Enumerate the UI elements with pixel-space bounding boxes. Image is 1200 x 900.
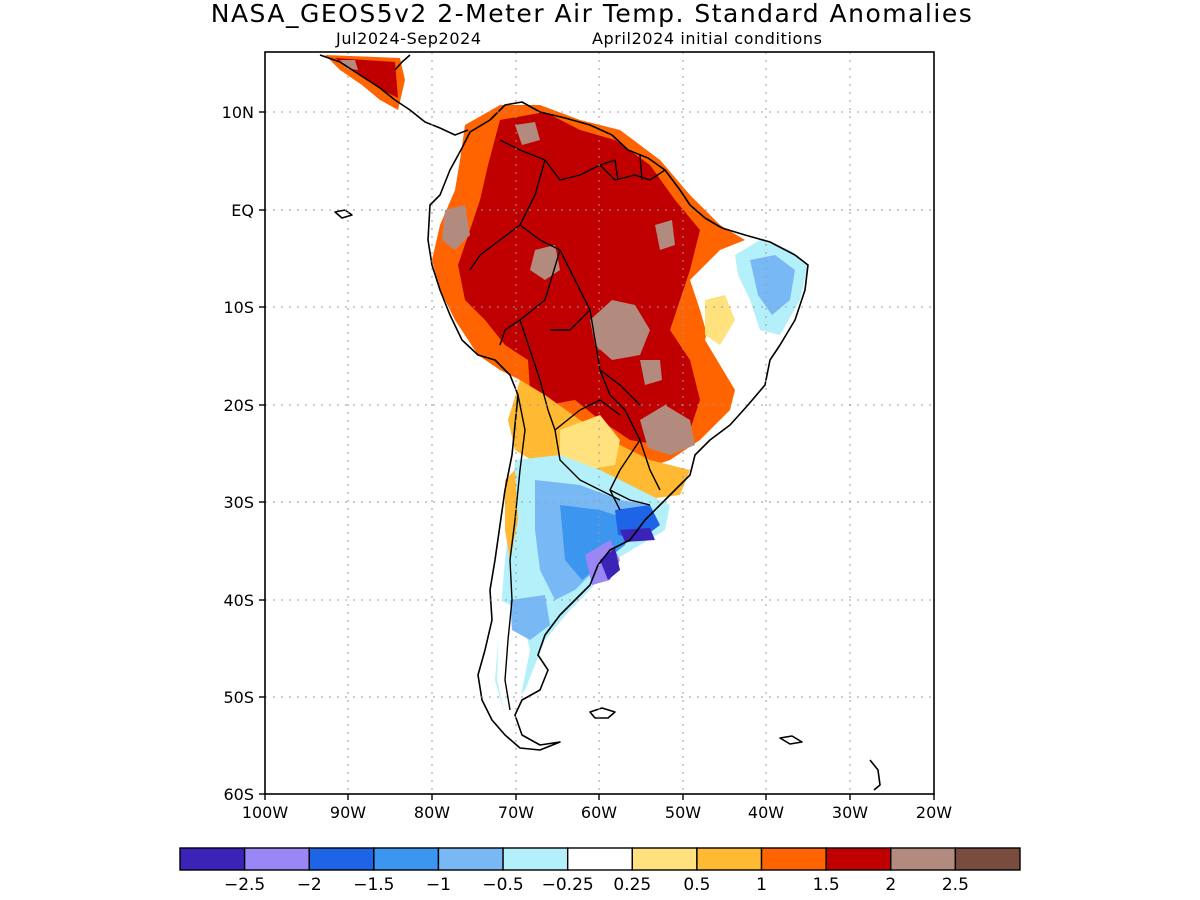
lon-label: 90W xyxy=(330,803,366,822)
lat-label: 20S xyxy=(223,396,254,415)
colorbar-swatch xyxy=(502,847,569,871)
colorbar-swatch xyxy=(760,847,827,871)
colorbar-swatch xyxy=(179,847,246,871)
field-warm-brown-1 xyxy=(590,300,650,360)
lon-label: 30W xyxy=(832,803,868,822)
anomaly-field xyxy=(325,55,808,715)
colorbar-label: −1.5 xyxy=(353,875,394,895)
field-andes-orange xyxy=(505,470,518,560)
lon-label: 50W xyxy=(665,803,701,822)
lon-label: 70W xyxy=(498,803,534,822)
colorbar-label: 2 xyxy=(885,875,896,895)
colorbar-swatch xyxy=(243,847,310,871)
field-warm-red xyxy=(458,112,700,445)
field-warm-brown-5 xyxy=(640,360,662,385)
galapagos xyxy=(334,209,353,219)
colorbar-label: 0.5 xyxy=(683,875,710,895)
colorbar-label: −0.5 xyxy=(482,875,523,895)
colorbar-label: −2.5 xyxy=(224,875,265,895)
lat-label: 10S xyxy=(223,298,254,317)
field-south-pale-yellow xyxy=(560,415,620,470)
colorbar-swatch xyxy=(631,847,698,871)
coastline xyxy=(319,54,881,791)
lat-label: 50S xyxy=(223,688,254,707)
lon-label: 60W xyxy=(581,803,617,822)
field-ne-brazil-mid-blue xyxy=(750,255,795,315)
field-warm-brown-2 xyxy=(640,405,695,455)
field-uruguay-indigo xyxy=(620,528,655,542)
south-georgia xyxy=(779,735,803,745)
latitude-labels: 10N EQ 10S 20S 30S 40S 50S 60S xyxy=(222,103,254,804)
central-america-outline xyxy=(319,54,469,136)
colorbar xyxy=(179,847,1021,871)
tick-marks xyxy=(259,111,935,800)
field-ne-brazil-pale-yellow xyxy=(705,295,735,345)
lat-label: 10N xyxy=(222,103,254,122)
chart-title: NASA_GEOS5v2 2-Meter Air Temp. Standard … xyxy=(210,0,974,28)
colorbar-label: 2.5 xyxy=(942,875,969,895)
field-warm-brown-6 xyxy=(515,122,540,145)
colorbar-swatch xyxy=(696,847,763,871)
lat-label: 60S xyxy=(223,785,254,804)
country-borders xyxy=(469,139,661,711)
colorbar-label: 0.25 xyxy=(613,875,651,895)
colorbar-swatch xyxy=(825,847,892,871)
colorbar-swatch xyxy=(890,847,957,871)
colorbar-swatch xyxy=(308,847,375,871)
colorbar-swatch xyxy=(566,847,634,871)
colorbar-swatch xyxy=(437,847,504,871)
guianas-borders xyxy=(599,154,666,181)
lat-label: EQ xyxy=(231,201,254,220)
forecast-period: Jul2024-Sep2024 xyxy=(336,29,482,48)
lon-label: 20W xyxy=(916,803,952,822)
field-southern-cone-deep-blue xyxy=(560,505,630,580)
colorbar-swatch xyxy=(373,847,440,871)
lat-label: 30S xyxy=(223,493,254,512)
colorbar-swatch xyxy=(954,847,1021,871)
colorbar-label: −1 xyxy=(426,875,451,895)
lon-label: 80W xyxy=(414,803,450,822)
lat-label: 40S xyxy=(223,591,254,610)
south-america-outline xyxy=(427,101,809,751)
initial-conditions: April2024 initial conditions xyxy=(592,29,823,48)
lon-label: 100W xyxy=(242,803,289,822)
falkland-islands xyxy=(589,707,616,719)
colorbar-label: −2 xyxy=(297,875,322,895)
field-warm-brown-4 xyxy=(530,245,560,280)
colorbar-label: −0.25 xyxy=(542,875,594,895)
field-patagonia-blue-patch xyxy=(510,595,550,640)
colorbar-label: 1.5 xyxy=(813,875,840,895)
caribbean-coast xyxy=(394,54,411,71)
south-sandwich xyxy=(869,759,881,791)
colorbar-label: 1 xyxy=(756,875,767,895)
longitude-labels: 100W 90W 80W 70W 60W 50W 40W 30W 20W xyxy=(242,803,952,822)
field-central-america-top xyxy=(340,60,358,70)
field-warm-brown-3 xyxy=(442,205,470,250)
lon-label: 40W xyxy=(748,803,784,822)
colorbar-labels: −2.5 −2 −1.5 −1 −0.5 −0.25 0.25 0.5 1 1.5 2 2.5 xyxy=(224,875,969,895)
field-warm-brown-7 xyxy=(655,220,675,250)
